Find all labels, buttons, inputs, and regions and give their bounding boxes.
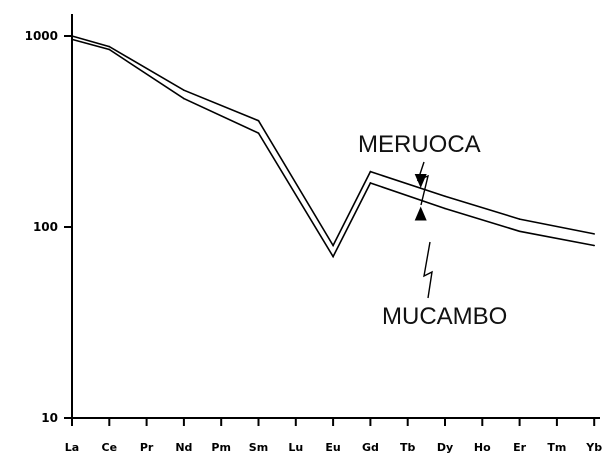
data-point-meruoca-nd	[183, 89, 185, 92]
data-point-mucambo-dy	[444, 207, 446, 210]
y-ticks: 1000 100 10	[25, 29, 72, 425]
data-point-meruoca-ce	[108, 45, 111, 48]
x-tick-label-ho: Ho	[474, 441, 491, 454]
annotation-label-meruoca: MERUOCA	[358, 131, 481, 158]
y-tick-label: 10	[41, 411, 58, 425]
data-point-mucambo-ce	[108, 48, 111, 51]
x-tick-label-pr: Pr	[140, 441, 154, 454]
x-tick-label-er: Er	[513, 441, 527, 454]
series-line-mucambo	[71, 38, 595, 259]
series-line-meruoca	[71, 35, 595, 248]
y-tick-label: 1000	[25, 29, 58, 43]
annotation-meruoca: MERUOCA	[358, 131, 481, 206]
annotation-leader	[423, 241, 433, 299]
annotation-label-mucambo: MUCAMBO	[382, 303, 507, 330]
data-point-meruoca-sm	[257, 119, 260, 122]
x-tick-label-eu: Eu	[325, 441, 340, 454]
x-tick-label-yb: Yb	[585, 441, 602, 454]
y-tick-label: 100	[33, 220, 58, 234]
data-point-mucambo-eu	[332, 255, 334, 258]
series-layer	[71, 35, 595, 259]
data-point-meruoca-la	[71, 35, 73, 37]
x-tick-label-sm: Sm	[249, 441, 268, 454]
x-ticks: La Ce Pr Nd Pm Sm Lu Eu Gd Tb Dy Ho Er Tm Yb	[65, 418, 602, 454]
data-point-meruoca-er	[518, 218, 521, 220]
axes	[71, 14, 600, 419]
data-point-meruoca-yb	[593, 233, 595, 235]
data-point-mucambo-yb	[593, 244, 595, 247]
annotation-layer: MERUOCA MUCAMBO	[358, 131, 507, 330]
annotation-arrowhead	[414, 174, 427, 189]
series-meruoca	[71, 35, 595, 248]
data-point-meruoca-eu	[332, 244, 334, 247]
x-tick-label-nd: Nd	[175, 441, 192, 454]
data-point-mucambo-nd	[183, 97, 185, 100]
x-tick-label-tb: Tb	[400, 441, 416, 454]
x-tick-label-pm: Pm	[211, 441, 231, 454]
data-point-mucambo-er	[518, 230, 521, 233]
annotation-arrowhead	[414, 206, 427, 221]
data-point-meruoca-gd	[369, 170, 372, 173]
x-tick-label-lu: Lu	[288, 441, 303, 454]
x-tick-label-gd: Gd	[362, 441, 379, 454]
data-point-mucambo-sm	[257, 132, 260, 134]
x-tick-label-dy: Dy	[437, 441, 453, 454]
data-point-mucambo-la	[71, 38, 73, 41]
series-mucambo	[71, 38, 595, 259]
x-tick-label-ce: Ce	[102, 441, 118, 454]
x-tick-label-tm: Tm	[547, 441, 566, 454]
annotation-mucambo: MUCAMBO	[382, 206, 507, 330]
data-point-meruoca-dy	[444, 195, 446, 197]
x-tick-label-la: La	[65, 441, 79, 454]
data-point-mucambo-gd	[369, 182, 372, 184]
